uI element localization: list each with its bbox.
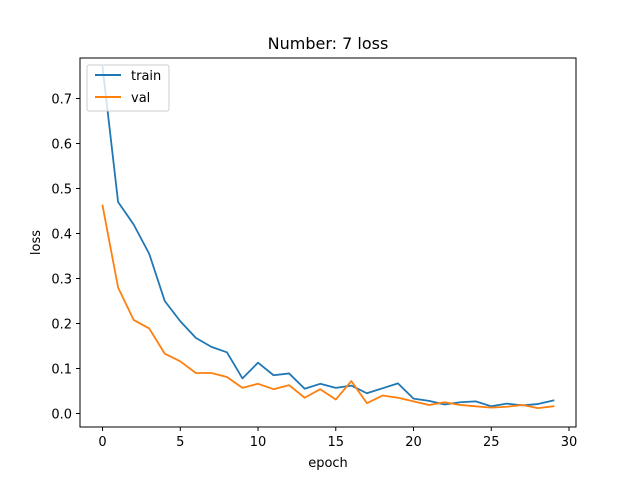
legend-box bbox=[86, 64, 170, 112]
x-axis-label: epoch bbox=[308, 456, 348, 471]
legend-label-val: val bbox=[131, 91, 150, 106]
y-tick-label: 0.6 bbox=[51, 138, 72, 153]
y-tick-label: 0.7 bbox=[51, 93, 72, 108]
y-tick-label: 0.5 bbox=[51, 183, 72, 198]
y-tick-label: 0.2 bbox=[51, 318, 72, 333]
legend: train val bbox=[86, 64, 170, 112]
series-line-val bbox=[101, 204, 555, 410]
chart-title: Number: 7 loss bbox=[268, 34, 389, 53]
x-tick-label: 30 bbox=[561, 435, 578, 450]
plot-area bbox=[101, 66, 555, 410]
x-tick-label: 20 bbox=[405, 435, 422, 450]
x-tick-label: 5 bbox=[176, 435, 184, 450]
y-axis-label: loss bbox=[29, 230, 44, 255]
x-axis-ticks: 0 5 10 15 20 25 30 bbox=[98, 427, 577, 450]
legend-label-train: train bbox=[131, 69, 161, 84]
y-tick-label: 0.0 bbox=[51, 408, 72, 423]
x-tick-label: 15 bbox=[328, 435, 345, 450]
axes-frame bbox=[79, 57, 577, 428]
x-tick-label: 0 bbox=[98, 435, 106, 450]
x-tick-label: 10 bbox=[250, 435, 267, 450]
y-tick-label: 0.4 bbox=[51, 228, 72, 243]
y-tick-label: 0.3 bbox=[51, 273, 72, 288]
x-tick-label: 25 bbox=[483, 435, 500, 450]
y-tick-label: 0.1 bbox=[51, 363, 72, 378]
y-axis-ticks: 0.0 0.1 0.2 0.3 0.4 0.5 0.6 0.7 bbox=[51, 93, 80, 423]
series-line-train bbox=[101, 66, 555, 408]
